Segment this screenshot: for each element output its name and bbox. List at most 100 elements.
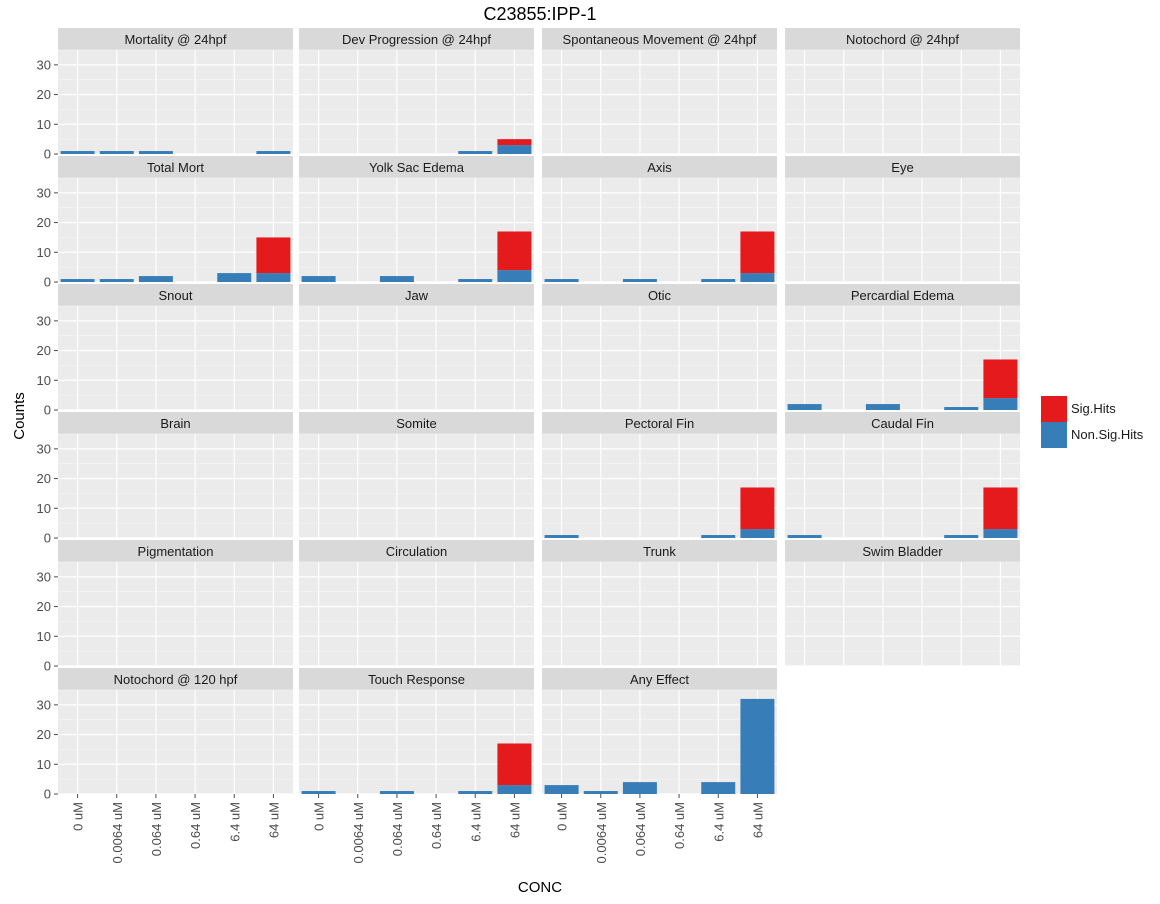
facet-panel: Touch Response 0 uM 0.0064 uM 0.064 uM 0.64 … xyxy=(299,668,534,863)
bar-sig-hits xyxy=(983,487,1018,530)
facet-strip xyxy=(58,668,293,690)
bar-non-sig-hits xyxy=(944,535,979,538)
y-tick-label: 0 xyxy=(44,403,51,418)
bar-non-sig-hits xyxy=(983,529,1018,538)
x-tick-label: 6.4 uM xyxy=(711,802,726,842)
bar-non-sig-hits xyxy=(944,407,979,410)
plot-background xyxy=(542,50,777,154)
y-tick-label: 20 xyxy=(37,215,51,230)
bar-non-sig-hits xyxy=(740,698,775,794)
facet-strip-label: Circulation xyxy=(386,544,447,559)
x-tick-label: 64 uM xyxy=(266,802,281,838)
bar-non-sig-hits xyxy=(740,273,775,282)
x-tick-label: 0 uM xyxy=(555,802,570,831)
facet-strip xyxy=(58,156,293,178)
facet-strip-label: Trunk xyxy=(643,544,676,559)
facet-strip xyxy=(785,28,1020,50)
bar-sig-hits xyxy=(740,487,775,530)
plot-background xyxy=(785,50,1020,154)
plot-background xyxy=(542,562,777,666)
y-tick-label: 20 xyxy=(37,343,51,358)
y-tick-label: 10 xyxy=(37,757,51,772)
y-tick-label: 10 xyxy=(37,373,51,388)
bar-non-sig-hits xyxy=(544,279,579,282)
bar-non-sig-hits xyxy=(622,782,657,794)
bar-non-sig-hits xyxy=(458,279,493,282)
facet-panel: Caudal Fin xyxy=(785,412,1020,539)
facet-strip-label: Dev Progression @ 24hpf xyxy=(342,32,491,47)
facet-panel: Yolk Sac Edema xyxy=(299,156,534,283)
bar-non-sig-hits xyxy=(99,151,134,154)
facet-strip-label: Brain xyxy=(160,416,190,431)
bar-non-sig-hits xyxy=(740,529,775,538)
facet-panel: Mortality @ 24hpf 0 10 20 30 xyxy=(37,28,293,162)
y-tick-label: 30 xyxy=(37,441,51,456)
plot-background xyxy=(299,306,534,410)
bar-non-sig-hits xyxy=(544,785,579,794)
plot-background xyxy=(785,306,1020,410)
bar-non-sig-hits xyxy=(301,276,336,282)
facet-strip xyxy=(299,412,534,434)
facet-strip xyxy=(785,156,1020,178)
bar-non-sig-hits xyxy=(138,276,173,282)
bar-non-sig-hits xyxy=(217,273,252,282)
bar-non-sig-hits xyxy=(256,273,291,282)
facet-strip xyxy=(299,156,534,178)
facet-panel: Total Mort 0 10 20 30 xyxy=(37,156,293,290)
plot-background xyxy=(785,178,1020,282)
bar-non-sig-hits xyxy=(787,535,822,538)
bar-non-sig-hits xyxy=(99,279,134,282)
y-tick-label: 20 xyxy=(37,727,51,742)
bar-non-sig-hits xyxy=(583,791,618,794)
bar-non-sig-hits xyxy=(256,151,291,154)
facet-panel: Swim Bladder xyxy=(785,540,1020,667)
bar-sig-hits xyxy=(497,743,532,786)
x-tick-label: 64 uM xyxy=(507,802,522,838)
facet-panel: Spontaneous Movement @ 24hpf xyxy=(542,28,777,155)
facet-strip xyxy=(299,668,534,690)
plot-background xyxy=(58,50,293,154)
facet-panel: Pectoral Fin xyxy=(542,412,777,539)
plot-background xyxy=(542,178,777,282)
facet-strip-label: Caudal Fin xyxy=(871,416,934,431)
facet-strip xyxy=(58,412,293,434)
y-axis-title: Counts xyxy=(11,392,28,440)
y-tick-label: 0 xyxy=(44,147,51,162)
y-tick-label: 0 xyxy=(44,275,51,290)
facet-panel: Dev Progression @ 24hpf xyxy=(299,28,534,155)
facet-strip-label: Otic xyxy=(648,288,672,303)
facet-strip xyxy=(542,668,777,690)
y-tick-label: 30 xyxy=(37,697,51,712)
x-tick-label: 0.64 uM xyxy=(672,802,687,849)
facet-strip-label: Notochord @ 120 hpf xyxy=(114,672,238,687)
bar-non-sig-hits xyxy=(622,279,657,282)
y-tick-label: 0 xyxy=(44,787,51,802)
bar-non-sig-hits xyxy=(497,785,532,794)
x-tick-label: 0.0064 uM xyxy=(110,802,125,863)
facet-panel: Somite xyxy=(299,412,534,539)
bar-non-sig-hits xyxy=(60,279,95,282)
plot-background xyxy=(58,178,293,282)
facet-strip-label: Any Effect xyxy=(630,672,689,687)
legend: Sig.Hits Non.Sig.Hits xyxy=(1041,396,1144,448)
x-tick-label: 6.4 uM xyxy=(468,802,483,842)
plot-background xyxy=(785,434,1020,538)
x-tick-label: 0.064 uM xyxy=(149,802,164,856)
bar-sig-hits xyxy=(740,231,775,274)
plot-background xyxy=(299,50,534,154)
facet-strip xyxy=(542,284,777,306)
facet-strip-label: Mortality @ 24hpf xyxy=(124,32,226,47)
x-tick-label: 0.64 uM xyxy=(429,802,444,849)
plot-background xyxy=(299,434,534,538)
facet-strip xyxy=(785,284,1020,306)
facet-panel: Circulation xyxy=(299,540,534,667)
facet-strip xyxy=(542,540,777,562)
y-tick-label: 30 xyxy=(37,57,51,72)
facet-strip-label: Pigmentation xyxy=(138,544,214,559)
bar-non-sig-hits xyxy=(379,791,414,794)
bar-non-sig-hits xyxy=(701,535,736,538)
facet-strip xyxy=(299,284,534,306)
facet-strip-label: Total Mort xyxy=(147,160,204,175)
x-tick-label: 0 uM xyxy=(312,802,327,831)
